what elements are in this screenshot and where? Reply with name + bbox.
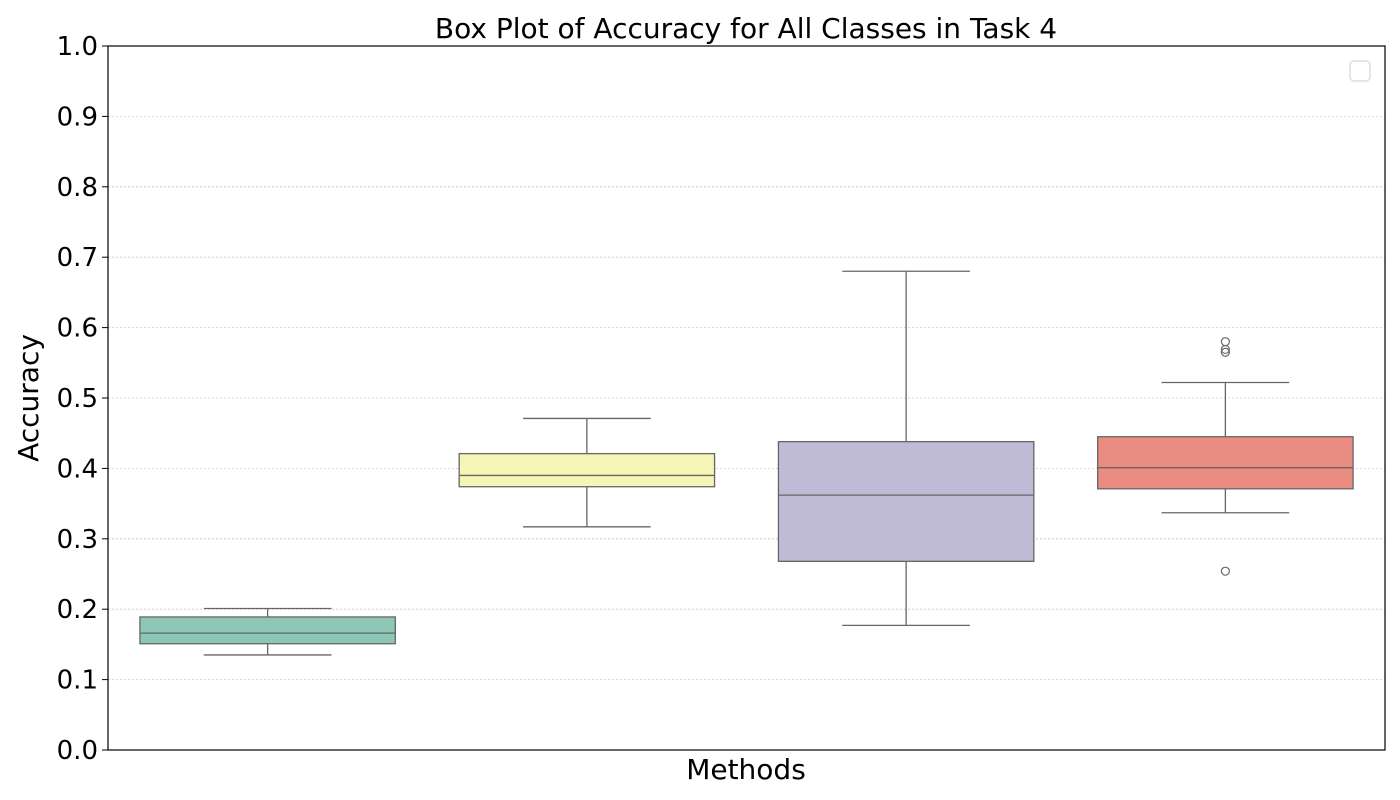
legend-box bbox=[1349, 60, 1371, 82]
grid-layer bbox=[108, 116, 1385, 680]
y-axis-title: Accuracy bbox=[12, 334, 45, 462]
y-tick-label: 0.2 bbox=[57, 595, 98, 625]
y-tick-label: 0.1 bbox=[57, 666, 98, 696]
iqr-box bbox=[1097, 436, 1354, 490]
y-tick-label: 0.0 bbox=[57, 736, 98, 766]
y-tick-label: 0.5 bbox=[57, 384, 98, 414]
iqr-box bbox=[139, 616, 396, 645]
y-tick-label: 0.3 bbox=[57, 525, 98, 555]
box-layer bbox=[139, 270, 1354, 656]
y-tick-label: 0.9 bbox=[57, 102, 98, 132]
x-axis-title: Methods bbox=[686, 753, 806, 786]
tick-layer: 0.0 0.1 0.2 0.3 0.4 0.5 0.6 0.7 0.8 0.9 1.0 bbox=[57, 32, 108, 766]
y-tick-label: 0.8 bbox=[57, 173, 98, 203]
box-series-2 bbox=[458, 417, 716, 528]
y-tick-label: 0.6 bbox=[57, 314, 98, 344]
outlier-point bbox=[1220, 347, 1230, 357]
box-series-1 bbox=[139, 607, 396, 656]
chart-title: Box Plot of Accuracy for All Classes in … bbox=[435, 12, 1057, 45]
y-tick-label: 0.7 bbox=[57, 243, 98, 273]
y-tick-label: 1.0 bbox=[57, 32, 98, 62]
iqr-box bbox=[458, 452, 716, 488]
iqr-box bbox=[777, 440, 1035, 562]
outlier-point bbox=[1220, 566, 1230, 576]
box-series-3 bbox=[777, 270, 1035, 627]
outlier-point bbox=[1220, 337, 1230, 347]
y-tick-label: 0.4 bbox=[57, 454, 98, 484]
box-series-4 bbox=[1097, 337, 1354, 576]
